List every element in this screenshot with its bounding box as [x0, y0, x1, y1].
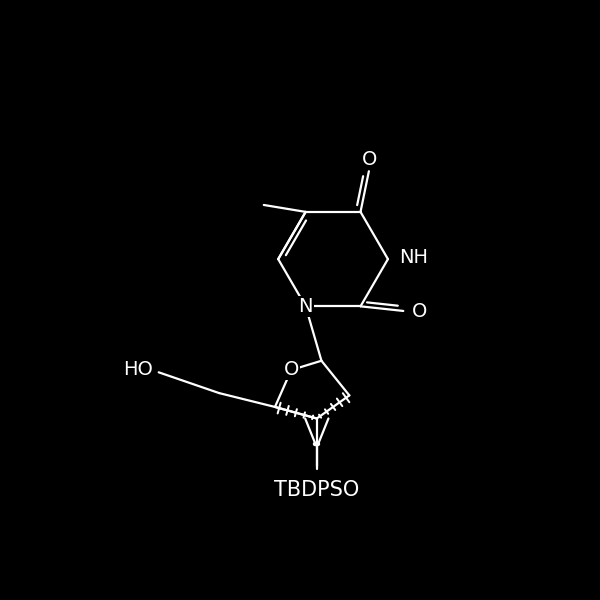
- Text: O: O: [362, 151, 377, 169]
- Text: TBDPSO: TBDPSO: [274, 480, 359, 500]
- Text: O: O: [412, 302, 427, 322]
- Text: O: O: [284, 361, 299, 379]
- Text: N: N: [298, 297, 313, 316]
- Text: HO: HO: [123, 361, 153, 379]
- Text: NH: NH: [400, 248, 428, 267]
